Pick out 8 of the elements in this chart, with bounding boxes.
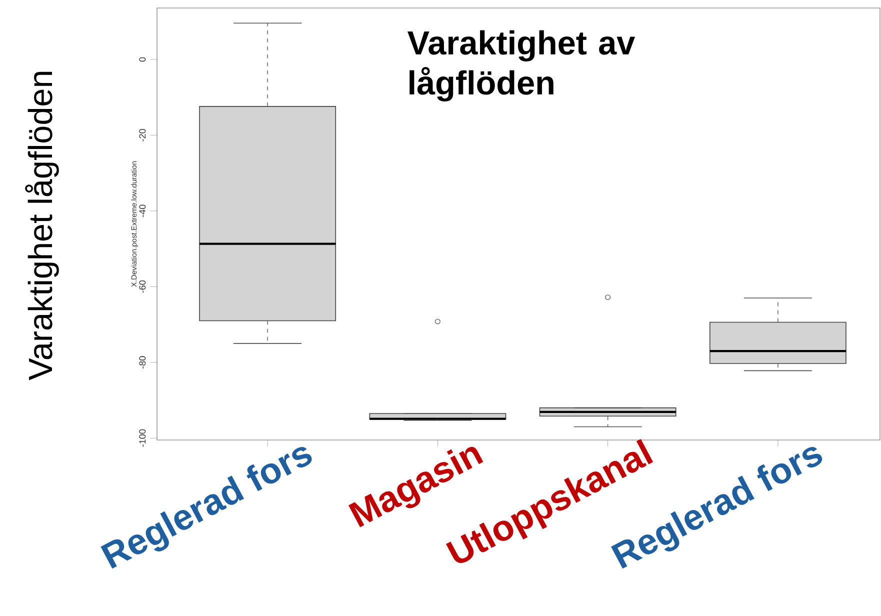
text: Varaktighet av lågflöden (408, 30, 636, 102)
y-tick-label: 0 (139, 57, 146, 62)
y-tick-label: -80 (139, 356, 146, 369)
y-tick-label: -40 (139, 204, 146, 218)
y-tick-label: -100 (139, 429, 146, 447)
text: Varaktighet lågflöden (25, 72, 59, 380)
y-tick-label: -60 (139, 280, 146, 293)
y-tick-label: -20 (139, 129, 146, 142)
